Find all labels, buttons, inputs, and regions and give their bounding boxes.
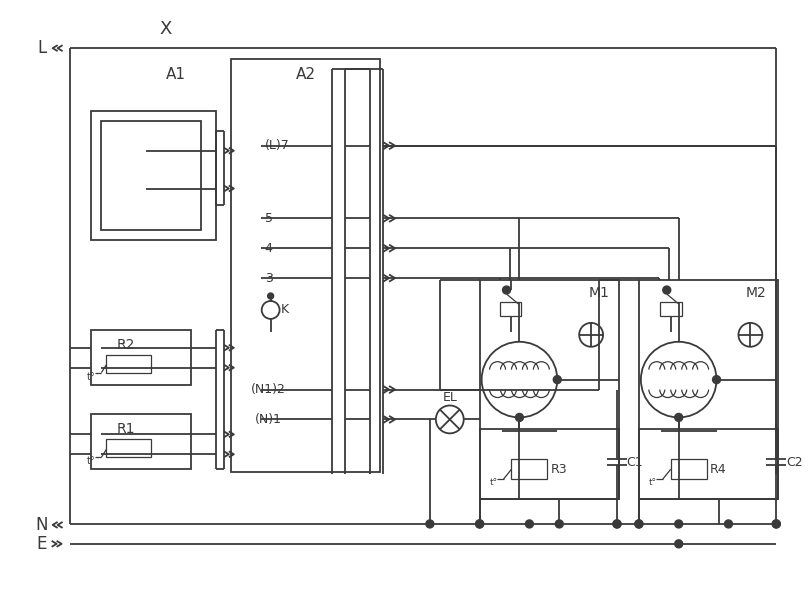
Bar xyxy=(499,302,522,316)
Bar xyxy=(107,439,151,457)
Text: M1: M1 xyxy=(589,286,609,300)
Circle shape xyxy=(773,520,780,528)
Circle shape xyxy=(675,520,683,528)
Circle shape xyxy=(426,520,434,528)
Bar xyxy=(511,459,548,479)
Circle shape xyxy=(713,375,721,384)
Text: R2: R2 xyxy=(117,338,135,352)
Text: R1: R1 xyxy=(117,422,136,436)
Text: (N1)2: (N1)2 xyxy=(252,383,286,396)
Text: R4: R4 xyxy=(710,463,726,475)
Text: (L)7: (L)7 xyxy=(265,139,290,152)
Text: X: X xyxy=(160,20,172,38)
Text: t°: t° xyxy=(489,478,498,487)
Text: (N)1: (N)1 xyxy=(255,413,282,426)
Circle shape xyxy=(476,520,484,528)
Text: t°: t° xyxy=(649,478,657,487)
Circle shape xyxy=(553,375,561,384)
Circle shape xyxy=(635,520,643,528)
Circle shape xyxy=(725,520,732,528)
Text: M2: M2 xyxy=(746,286,767,300)
Text: R3: R3 xyxy=(551,463,568,475)
Bar xyxy=(101,121,201,230)
Circle shape xyxy=(555,520,563,528)
Circle shape xyxy=(268,293,273,299)
Circle shape xyxy=(675,414,683,421)
Bar xyxy=(107,355,151,372)
Text: 5: 5 xyxy=(265,212,273,225)
Text: t°: t° xyxy=(87,372,95,381)
Text: E: E xyxy=(36,535,47,553)
Circle shape xyxy=(635,520,643,528)
Circle shape xyxy=(675,540,683,548)
Text: C2: C2 xyxy=(786,456,803,469)
Text: t°: t° xyxy=(87,456,95,466)
Bar xyxy=(91,415,191,469)
Circle shape xyxy=(502,286,510,294)
Text: 4: 4 xyxy=(265,242,273,255)
Text: EL: EL xyxy=(443,391,457,404)
Bar xyxy=(91,111,216,240)
Bar xyxy=(480,430,619,499)
Bar xyxy=(231,59,380,472)
Text: N: N xyxy=(36,516,48,534)
Text: L: L xyxy=(37,39,46,57)
Circle shape xyxy=(663,286,671,294)
Text: C1: C1 xyxy=(627,456,643,469)
Text: A1: A1 xyxy=(166,67,186,82)
Circle shape xyxy=(613,520,621,528)
Bar xyxy=(639,430,778,499)
Bar xyxy=(91,330,191,384)
Circle shape xyxy=(515,414,523,421)
Bar xyxy=(480,280,619,499)
Bar xyxy=(639,280,778,499)
Text: K: K xyxy=(281,303,289,317)
Text: 3: 3 xyxy=(265,271,273,284)
Circle shape xyxy=(476,520,484,528)
Circle shape xyxy=(525,520,533,528)
Text: A2: A2 xyxy=(295,67,316,82)
Bar xyxy=(660,302,682,316)
Circle shape xyxy=(773,520,780,528)
Bar xyxy=(671,459,706,479)
Circle shape xyxy=(613,520,621,528)
